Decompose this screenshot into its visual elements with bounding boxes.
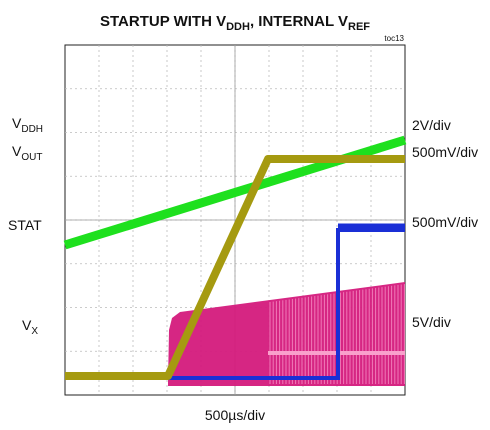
channel-label: VOUT — [12, 143, 42, 163]
channel-label: STAT — [8, 217, 42, 233]
screen — [63, 44, 407, 396]
scale-label: 500mV/div — [412, 214, 478, 230]
scale-label: 2V/div — [412, 117, 451, 133]
right-labels: 2V/div 500mV/div 500mV/div 5V/div — [412, 117, 478, 330]
scale-label: 500mV/div — [412, 144, 478, 160]
title: STARTUP WITH VDDH, INTERNAL VREF — [100, 13, 370, 33]
channel-label: VDDH — [12, 115, 43, 135]
channel-label: VX — [22, 317, 38, 337]
x-label: 500µs/div — [205, 407, 265, 423]
left-labels: VDDH VOUT STAT VX — [8, 115, 43, 337]
figure-id: toc13 — [384, 34, 404, 43]
scale-label: 5V/div — [412, 314, 451, 330]
